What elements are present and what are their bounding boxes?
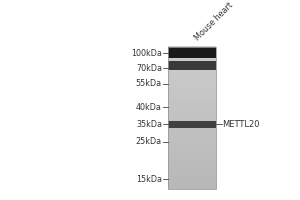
Text: 100kDa: 100kDa [131, 49, 162, 58]
Bar [168, 47, 216, 189]
Text: 35kDa: 35kDa [136, 120, 162, 129]
Text: 55kDa: 55kDa [136, 79, 162, 88]
Text: 25kDa: 25kDa [136, 137, 162, 146]
Bar [168, 61, 216, 70]
Text: Mouse heart: Mouse heart [193, 1, 235, 43]
Text: 40kDa: 40kDa [136, 103, 162, 112]
Bar [168, 121, 216, 128]
Text: METTL20: METTL20 [222, 120, 259, 129]
Bar [168, 47, 216, 58]
Text: 70kDa: 70kDa [136, 64, 162, 73]
Text: 15kDa: 15kDa [136, 175, 162, 184]
